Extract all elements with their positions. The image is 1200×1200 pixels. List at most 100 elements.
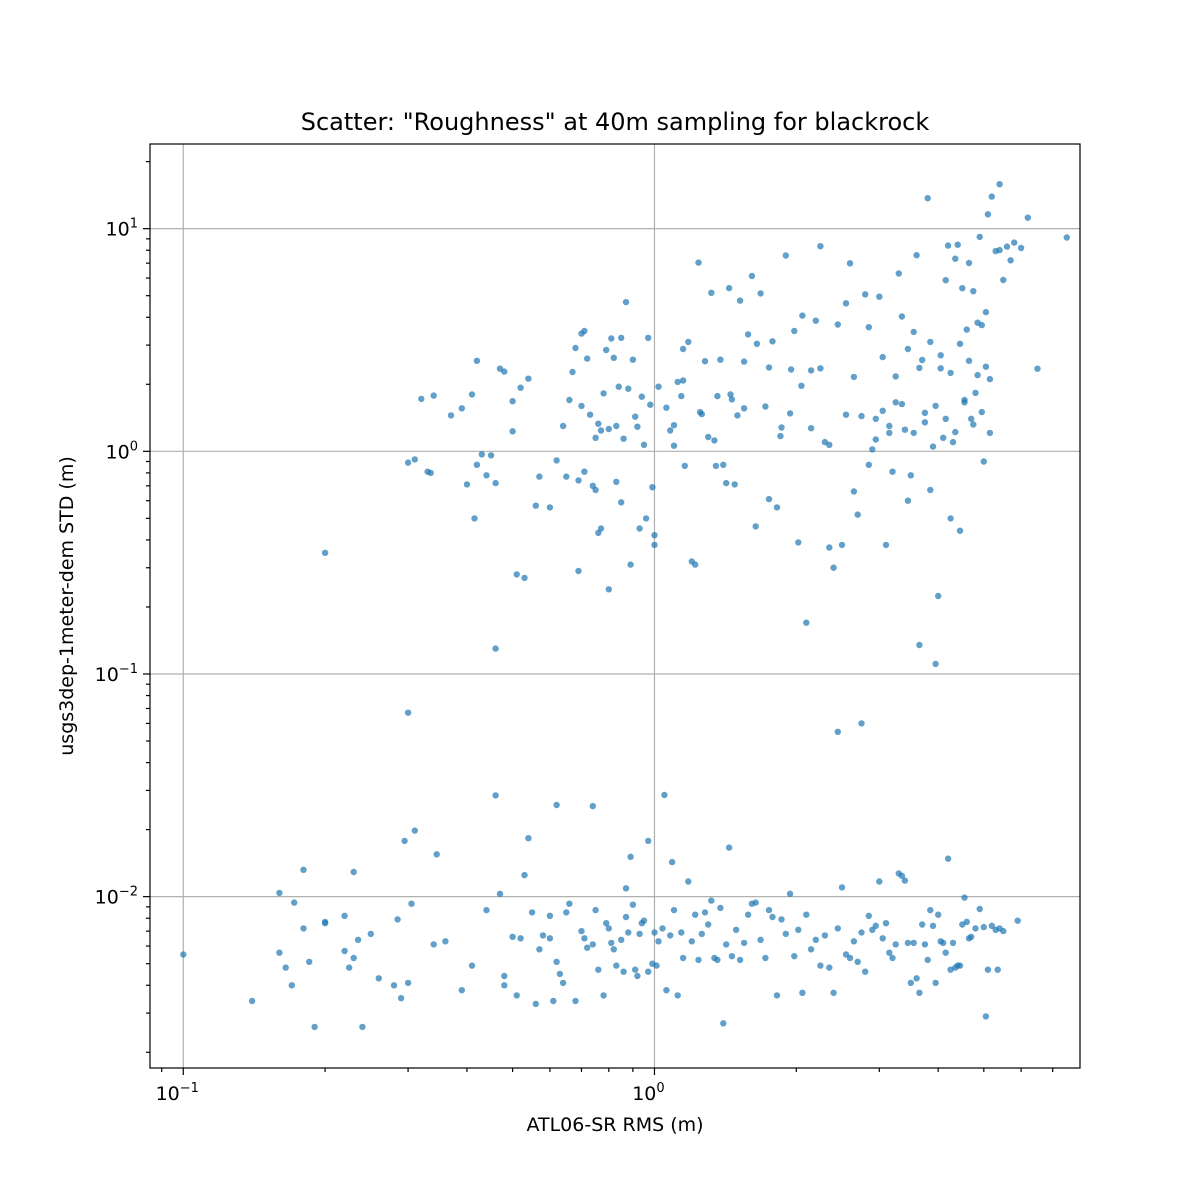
- data-point: [919, 356, 926, 364]
- data-point: [865, 912, 872, 919]
- data-point: [782, 252, 789, 259]
- data-point: [937, 365, 944, 372]
- data-point: [744, 911, 752, 918]
- data-point: [830, 564, 837, 571]
- data-point: [886, 429, 893, 437]
- data-point: [581, 327, 588, 335]
- data-point: [483, 472, 490, 479]
- data-point: [632, 413, 639, 420]
- data-point: [613, 962, 620, 969]
- data-point: [834, 321, 841, 328]
- data-point: [968, 415, 975, 422]
- data-point: [708, 897, 715, 904]
- data-point: [942, 277, 949, 284]
- data-point: [838, 884, 846, 891]
- data-point: [536, 946, 543, 953]
- data-point: [473, 357, 481, 364]
- data-point: [907, 979, 914, 987]
- data-point: [740, 405, 748, 412]
- data-point: [932, 402, 939, 410]
- data-point: [708, 289, 715, 296]
- data-point: [655, 938, 662, 945]
- data-point: [720, 1020, 727, 1027]
- data-point: [921, 409, 929, 416]
- data-point: [404, 459, 412, 466]
- data-point: [651, 929, 658, 936]
- data-point: [748, 272, 756, 280]
- grid-lines: [150, 144, 1080, 1068]
- data-point: [696, 408, 704, 416]
- data-point: [965, 357, 973, 364]
- data-point: [901, 877, 909, 884]
- data-point: [1000, 276, 1007, 284]
- data-point: [430, 941, 437, 948]
- data-point: [862, 291, 869, 298]
- data-point: [952, 255, 959, 262]
- data-point: [458, 987, 465, 994]
- data-point: [720, 461, 727, 468]
- data-point: [854, 511, 861, 518]
- data-point: [539, 932, 547, 939]
- data-point: [879, 407, 886, 414]
- data-point: [592, 434, 599, 441]
- data-point: [468, 391, 476, 398]
- data-point: [976, 233, 983, 241]
- data-point: [791, 327, 798, 335]
- data-point: [935, 911, 942, 918]
- data-point: [390, 982, 398, 989]
- data-point: [986, 429, 994, 437]
- data-point: [892, 399, 899, 406]
- data-point: [517, 935, 524, 942]
- data-point: [692, 911, 699, 918]
- data-point: [473, 461, 481, 468]
- data-point: [916, 641, 923, 649]
- data-point: [714, 956, 721, 964]
- data-point: [463, 481, 471, 488]
- data-point: [974, 371, 981, 379]
- data-point: [1014, 917, 1021, 924]
- data-point: [546, 504, 554, 511]
- data-point: [608, 939, 615, 947]
- data-point: [757, 290, 764, 297]
- data-point: [615, 383, 622, 390]
- data-point: [728, 953, 736, 960]
- data-point: [961, 399, 968, 406]
- data-point: [620, 968, 627, 975]
- data-point: [740, 939, 748, 947]
- data-point: [634, 972, 641, 980]
- data-point: [698, 930, 705, 938]
- data-point: [988, 193, 995, 200]
- y-tick-label: 100: [106, 439, 138, 463]
- data-point: [478, 451, 485, 458]
- data-point: [569, 368, 576, 376]
- data-point: [180, 951, 187, 958]
- data-point: [1011, 239, 1018, 246]
- data-point: [291, 899, 298, 906]
- data-point: [688, 938, 695, 945]
- data-point: [956, 962, 964, 969]
- data-point: [901, 426, 909, 433]
- data-point: [961, 894, 968, 901]
- data-point: [725, 284, 733, 292]
- data-point: [667, 427, 674, 434]
- data-point: [728, 396, 736, 403]
- data-point: [982, 363, 990, 370]
- data-point: [787, 366, 795, 373]
- data-point: [509, 398, 516, 405]
- data-point: [705, 433, 712, 441]
- data-point: [645, 968, 652, 975]
- data-point: [550, 997, 557, 1005]
- data-point: [674, 992, 681, 999]
- data-point: [509, 428, 516, 435]
- data-point: [608, 335, 615, 342]
- data-point: [858, 929, 865, 936]
- data-point: [487, 452, 495, 459]
- data-point: [670, 442, 678, 449]
- data-point: [341, 947, 348, 955]
- data-point: [826, 544, 833, 551]
- data-point: [581, 935, 588, 942]
- data-point: [622, 913, 630, 921]
- data-point: [842, 411, 850, 418]
- chart-title: Scatter: "Roughness" at 40m sampling for…: [301, 108, 930, 136]
